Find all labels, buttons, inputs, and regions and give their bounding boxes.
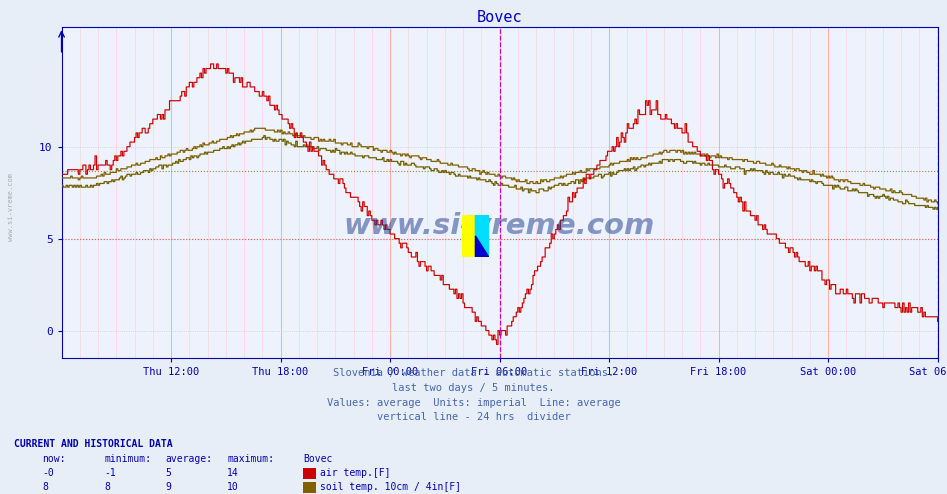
Polygon shape bbox=[475, 236, 489, 257]
Text: 8: 8 bbox=[104, 482, 110, 492]
Text: CURRENT AND HISTORICAL DATA: CURRENT AND HISTORICAL DATA bbox=[14, 439, 173, 449]
Text: -0: -0 bbox=[43, 468, 54, 478]
Text: Values: average  Units: imperial  Line: average: Values: average Units: imperial Line: av… bbox=[327, 398, 620, 408]
Text: www.si-vreme.com: www.si-vreme.com bbox=[9, 173, 14, 242]
Polygon shape bbox=[475, 215, 489, 257]
Text: soil temp. 10cm / 4in[F]: soil temp. 10cm / 4in[F] bbox=[320, 482, 461, 492]
Text: now:: now: bbox=[43, 454, 66, 464]
Text: www.si-vreme.com: www.si-vreme.com bbox=[344, 212, 655, 240]
Text: Bovec: Bovec bbox=[303, 454, 332, 464]
Text: minimum:: minimum: bbox=[104, 454, 152, 464]
Text: average:: average: bbox=[166, 454, 213, 464]
Text: maximum:: maximum: bbox=[227, 454, 275, 464]
Text: 8: 8 bbox=[43, 482, 48, 492]
Text: last two days / 5 minutes.: last two days / 5 minutes. bbox=[392, 383, 555, 393]
Text: vertical line - 24 hrs  divider: vertical line - 24 hrs divider bbox=[377, 412, 570, 422]
Text: Slovenia / weather data - automatic stations.: Slovenia / weather data - automatic stat… bbox=[333, 368, 614, 378]
Text: air temp.[F]: air temp.[F] bbox=[320, 468, 390, 478]
Text: -1: -1 bbox=[104, 468, 116, 478]
Text: 14: 14 bbox=[227, 468, 239, 478]
Text: 5: 5 bbox=[166, 468, 171, 478]
Title: Bovec: Bovec bbox=[476, 9, 523, 25]
Text: 10: 10 bbox=[227, 482, 239, 492]
Text: 9: 9 bbox=[166, 482, 171, 492]
